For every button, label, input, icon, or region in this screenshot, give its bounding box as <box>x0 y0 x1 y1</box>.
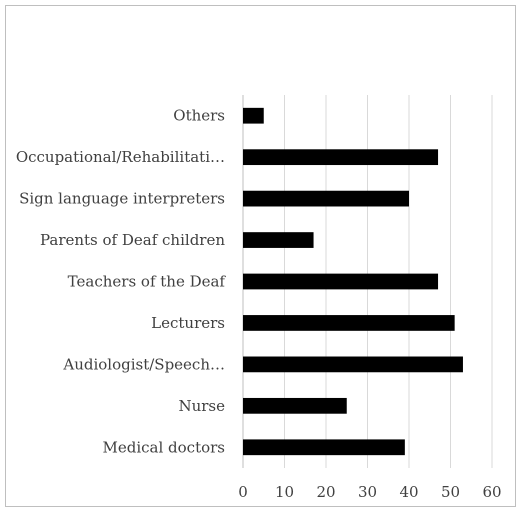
x-tick-label: 20 <box>316 483 335 501</box>
x-tick-label: 0 <box>238 483 248 501</box>
x-tick-label: 10 <box>275 483 294 501</box>
bar <box>243 273 439 290</box>
category-label: Audiologist/Speech… <box>62 355 225 373</box>
bar <box>243 149 439 166</box>
category-label: Medical doctors <box>102 438 225 456</box>
bar <box>243 356 463 373</box>
bar <box>243 190 409 207</box>
x-tick-label: 30 <box>358 483 377 501</box>
category-label: Lecturers <box>151 314 225 332</box>
bar <box>243 232 314 248</box>
x-tick-labels: 0 10 20 30 40 50 60 <box>238 483 501 501</box>
bars <box>243 107 463 456</box>
x-tick-label: 50 <box>441 483 460 501</box>
category-label: Teachers of the Deaf <box>68 273 227 291</box>
bar <box>243 397 347 414</box>
x-tick-label: 40 <box>399 483 418 501</box>
x-tick-label: 60 <box>482 483 501 501</box>
category-labels: Medical doctors Nurse Audiologist/Speech… L… <box>16 107 227 457</box>
bar <box>243 107 264 124</box>
category-label: Others <box>173 107 225 125</box>
bar <box>243 315 455 331</box>
category-label: Occupational/Rehabilitati… <box>16 148 225 166</box>
bar <box>243 439 405 456</box>
chart-frame <box>5 5 516 507</box>
category-label: Nurse <box>178 397 225 415</box>
category-label: Parents of Deaf children <box>40 231 225 249</box>
category-label: Sign language interpreters <box>19 190 225 208</box>
